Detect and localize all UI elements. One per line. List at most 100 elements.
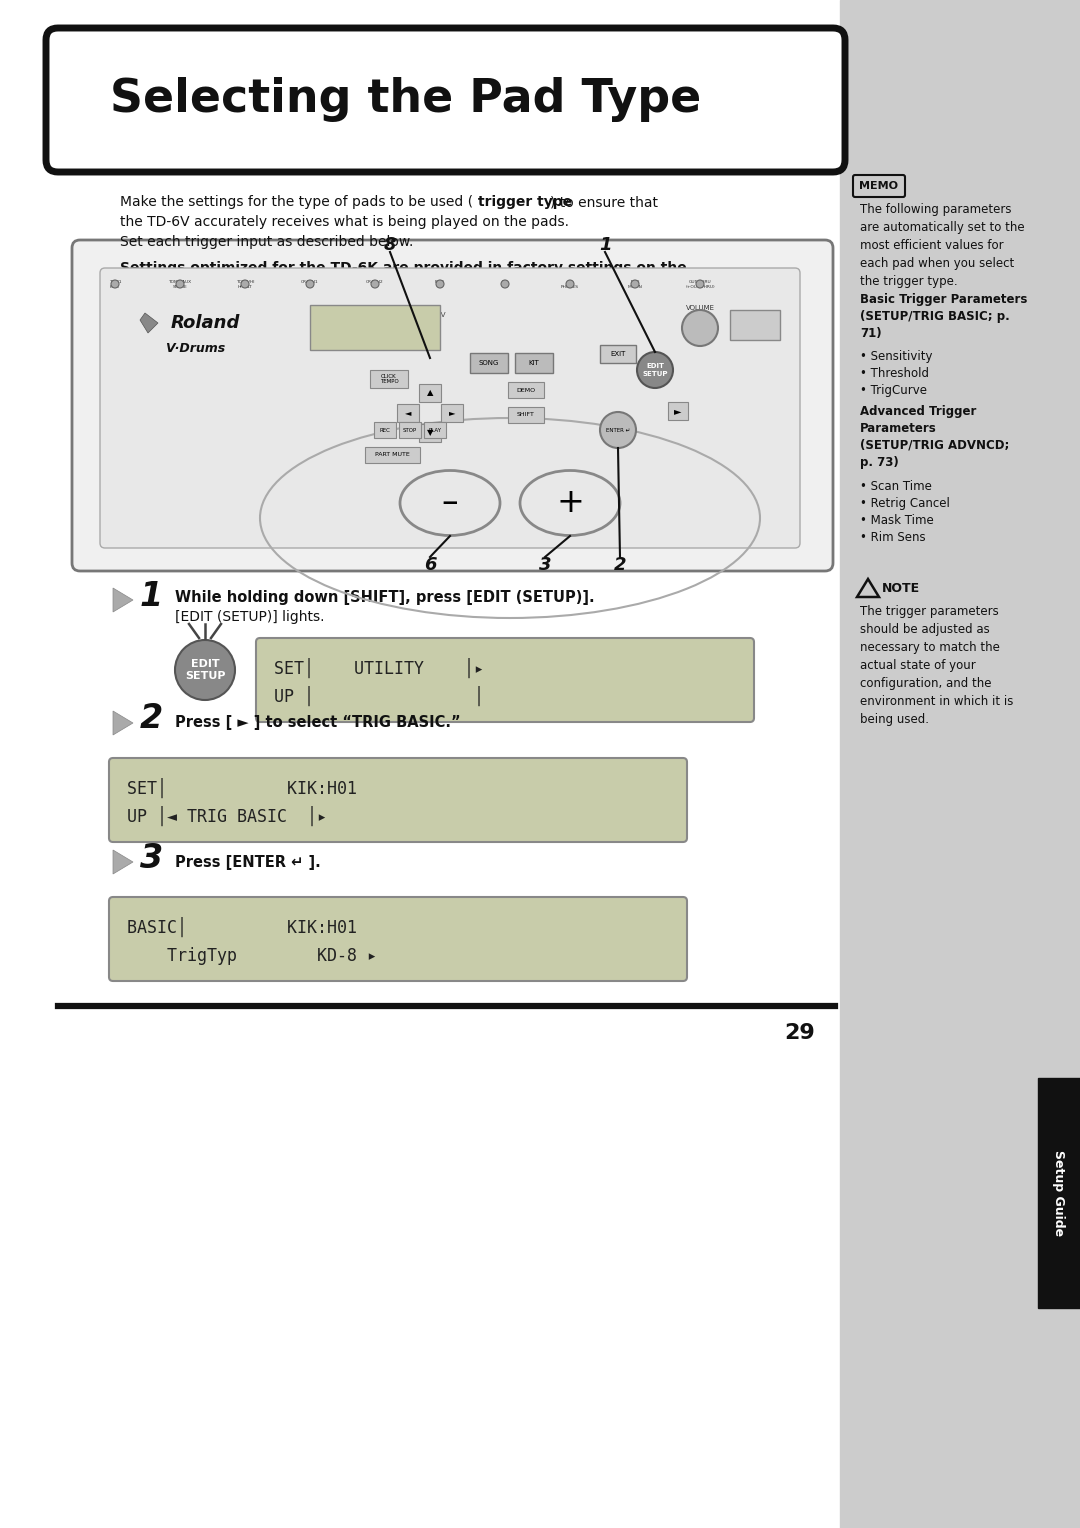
Circle shape — [501, 280, 509, 287]
Text: • Sensitivity: • Sensitivity — [860, 350, 932, 364]
Bar — [515, 353, 553, 373]
FancyBboxPatch shape — [46, 28, 845, 173]
Text: CLICK
TEMPO: CLICK TEMPO — [380, 374, 399, 384]
Text: • Rim Sens: • Rim Sens — [860, 532, 926, 544]
Circle shape — [681, 310, 718, 345]
Bar — [365, 448, 420, 463]
Text: UP │                │: UP │ │ — [274, 686, 484, 706]
Circle shape — [111, 280, 119, 287]
FancyBboxPatch shape — [853, 176, 905, 197]
Text: 3: 3 — [539, 556, 551, 575]
Circle shape — [696, 280, 704, 287]
Text: CRASH2: CRASH2 — [366, 280, 383, 284]
Text: MEMO: MEMO — [860, 180, 899, 191]
Text: PLAY: PLAY — [429, 428, 442, 432]
FancyBboxPatch shape — [109, 897, 687, 981]
Text: ▼: ▼ — [427, 428, 433, 437]
Text: ENTER ↵: ENTER ↵ — [606, 428, 630, 432]
Polygon shape — [113, 711, 133, 735]
Text: STOP: STOP — [403, 428, 417, 432]
Bar — [508, 406, 544, 423]
Text: Press [ ► ] to select “TRIG BASIC.”: Press [ ► ] to select “TRIG BASIC.” — [175, 715, 461, 730]
Text: EDIT
SETUP: EDIT SETUP — [185, 659, 226, 681]
Circle shape — [600, 413, 636, 448]
Text: 1: 1 — [140, 579, 163, 613]
Bar — [1038, 1077, 1080, 1308]
Bar — [840, 0, 1080, 1528]
Text: Make the settings for the type of pads to be used (: Make the settings for the type of pads t… — [120, 196, 473, 209]
Text: 2: 2 — [613, 556, 626, 575]
Circle shape — [306, 280, 314, 287]
Text: 3: 3 — [140, 842, 163, 874]
Text: Settings optimized for the TD-6K are provided in factory settings on the: Settings optimized for the TD-6K are pro… — [120, 261, 687, 275]
Text: Set each trigger input as described below.: Set each trigger input as described belo… — [120, 235, 414, 249]
Circle shape — [372, 280, 379, 287]
Text: 1: 1 — [598, 235, 611, 254]
Text: +: + — [556, 486, 584, 520]
Text: The following parameters
are automatically set to the
most efficient values for
: The following parameters are automatical… — [860, 203, 1025, 287]
Text: The trigger parameters
should be adjusted as
necessary to match the
actual state: The trigger parameters should be adjuste… — [860, 605, 1013, 726]
Text: trigger type: trigger type — [478, 196, 572, 209]
Polygon shape — [858, 579, 879, 597]
Text: ►: ► — [449, 408, 456, 417]
Text: –: – — [442, 486, 458, 520]
Text: Setup Guide: Setup Guide — [1053, 1151, 1066, 1236]
Text: Selecting the Pad Type: Selecting the Pad Type — [110, 78, 701, 122]
Text: EDIT
SETUP: EDIT SETUP — [643, 364, 667, 376]
Text: • Retrig Cancel: • Retrig Cancel — [860, 497, 950, 510]
Text: SET│    UTILITY    │▸: SET│ UTILITY │▸ — [274, 659, 484, 678]
Text: [EDIT (SETUP)] lights.: [EDIT (SETUP)] lights. — [175, 610, 324, 623]
Text: CRASH1: CRASH1 — [301, 280, 319, 284]
Text: VOLUME: VOLUME — [686, 306, 715, 312]
Text: SET│            KIK:H01: SET│ KIK:H01 — [127, 778, 357, 798]
Text: 6: 6 — [423, 556, 436, 575]
Text: EXIT: EXIT — [610, 351, 625, 358]
Circle shape — [176, 280, 184, 287]
Text: ►: ► — [674, 406, 681, 416]
Circle shape — [631, 280, 639, 287]
Bar — [424, 422, 446, 439]
Text: Press [ENTER ↵ ].: Press [ENTER ↵ ]. — [175, 854, 321, 869]
Bar — [419, 384, 441, 402]
Text: DEMO: DEMO — [516, 388, 536, 393]
Text: • TrigCurve: • TrigCurve — [860, 384, 927, 397]
Text: NOTE: NOTE — [882, 582, 920, 594]
Circle shape — [241, 280, 249, 287]
Text: • Mask Time: • Mask Time — [860, 513, 934, 527]
Bar — [397, 403, 419, 422]
FancyBboxPatch shape — [109, 758, 687, 842]
Text: ) to ensure that: ) to ensure that — [550, 196, 658, 209]
Polygon shape — [113, 588, 133, 613]
Text: Roland: Roland — [171, 313, 240, 332]
Text: SONG: SONG — [478, 361, 499, 367]
Bar — [669, 402, 688, 420]
Ellipse shape — [400, 471, 500, 535]
Polygon shape — [113, 850, 133, 874]
FancyBboxPatch shape — [100, 267, 800, 549]
Text: the TD-6V accurately receives what is being played on the pads.: the TD-6V accurately receives what is be… — [120, 215, 569, 229]
Text: REC: REC — [379, 428, 391, 432]
Bar — [419, 423, 441, 442]
Bar — [310, 306, 440, 350]
Text: TOM2/AUX
SNARE: TOM2/AUX SNARE — [168, 280, 191, 289]
Text: HH
HL: HH HL — [502, 280, 509, 289]
Bar — [399, 422, 421, 439]
Text: KIT: KIT — [528, 361, 539, 367]
Text: IN
PHONES: IN PHONES — [561, 280, 579, 289]
Text: SHIFT: SHIFT — [517, 413, 535, 417]
Text: TrigTyp        KD-8 ▸: TrigTyp KD-8 ▸ — [127, 947, 377, 966]
Text: V·Drums: V·Drums — [165, 341, 226, 354]
Text: RIDE: RIDE — [435, 280, 445, 284]
Text: PERCUSSION SOUND MODULE  TD-6V: PERCUSSION SOUND MODULE TD-6V — [310, 312, 446, 318]
Bar — [374, 422, 396, 439]
FancyBboxPatch shape — [256, 639, 754, 723]
Text: MIDI
MIX IN: MIDI MIX IN — [629, 280, 642, 289]
Text: • Threshold: • Threshold — [860, 367, 929, 380]
Text: Basic Trigger Parameters
(SETUP/TRIG BASIC; p.
71): Basic Trigger Parameters (SETUP/TRIG BAS… — [860, 293, 1027, 341]
Bar — [370, 370, 408, 388]
Bar — [441, 403, 463, 422]
Text: • Scan Time: • Scan Time — [860, 480, 932, 494]
Bar — [730, 310, 780, 341]
Text: While holding down [SHIFT], press [EDIT (SETUP)].: While holding down [SHIFT], press [EDIT … — [175, 590, 595, 605]
Text: TOM1
KICK: TOM1 KICK — [109, 280, 121, 289]
